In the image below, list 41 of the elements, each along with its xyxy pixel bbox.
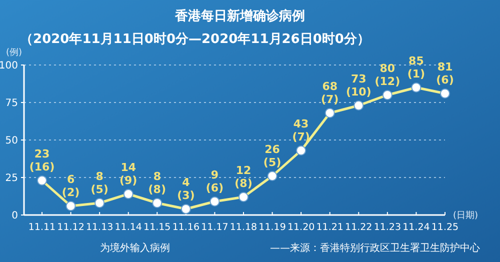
y-axis-title: (例)	[6, 47, 22, 58]
x-tick-label: 11.13	[86, 222, 114, 233]
data-label: 68 (7)	[321, 80, 339, 106]
data-label: 43 (7)	[292, 118, 310, 144]
text: ——来源：香港特别行政区卫生署卫生防护中心	[270, 242, 480, 254]
data-label: 9 (6)	[206, 168, 224, 194]
data-label: 8 (8)	[148, 170, 166, 196]
data-label: 14 (9)	[120, 161, 138, 187]
x-tick-label: 11.18	[230, 222, 258, 233]
y-tick-label: 100	[0, 60, 18, 72]
x-tick-label: 11.12	[57, 222, 84, 233]
data-label: 6 (2)	[62, 173, 80, 199]
x-tick-label: 11.15	[144, 222, 171, 233]
x-tick-label: 11.23	[374, 222, 402, 233]
x-tick-label: 11.16	[172, 222, 200, 233]
data-label: 80 (12)	[374, 62, 400, 88]
x-tick-label: 11.14	[114, 222, 142, 233]
data-label: 8 (5)	[90, 170, 108, 196]
chart-title: 香港每日新增确诊病例	[174, 8, 305, 24]
y-tick-label: 50	[5, 136, 18, 146]
data-label: 26 (5)	[263, 143, 282, 169]
data-label: 81 (6)	[436, 60, 454, 86]
y-tick-label: 0	[12, 210, 18, 222]
y-tick-label: 25	[5, 173, 18, 184]
data-label: 73 (10)	[346, 72, 372, 98]
x-tick-label: 11.19	[258, 222, 286, 233]
x-axis-title: (日期)	[453, 210, 478, 221]
chart-subtitle: （2020年11月11日0时0分—2020年11月26日0时0分）	[20, 32, 370, 47]
x-tick-label: 11.22	[345, 222, 372, 233]
y-tick-label: 75	[5, 98, 18, 109]
text: 为境外输入病例	[100, 242, 170, 254]
x-tick-label: 11.25	[431, 222, 459, 233]
data-label: 4 (3)	[177, 176, 195, 202]
data-label: 12 (8)	[234, 164, 252, 190]
data-label: 23 (16)	[29, 148, 55, 174]
x-tick-label: 11.11	[28, 222, 56, 233]
x-tick-label: 11.24	[402, 222, 430, 233]
data-label: 85 (1)	[407, 54, 426, 80]
x-tick-label: 11.17	[201, 222, 228, 233]
x-tick-label: 11.21	[316, 222, 344, 233]
x-tick-label: 11.20	[287, 222, 315, 233]
